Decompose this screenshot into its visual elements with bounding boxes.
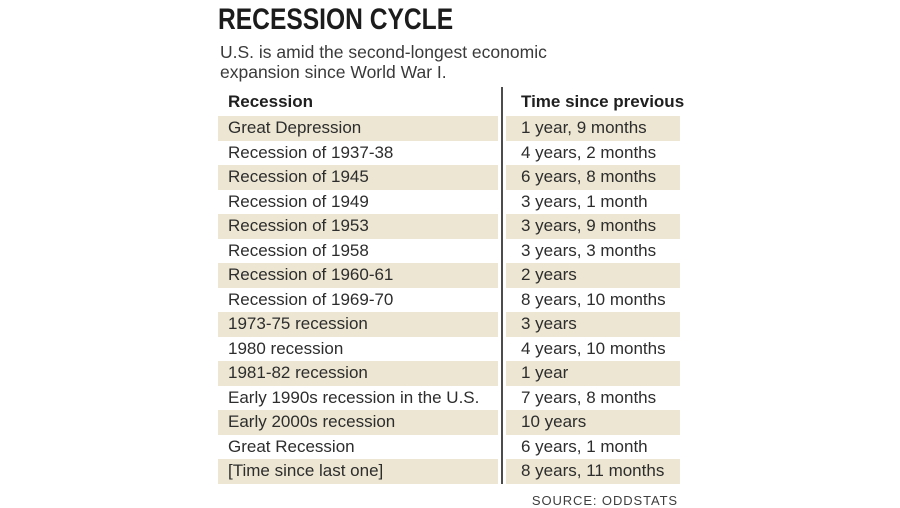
table-row: Early 2000s recession 10 years [218,410,680,435]
time-since-cell: 3 years, 9 months [506,214,680,239]
time-since-cell: 4 years, 10 months [521,338,666,358]
recession-name-cell: 1981-82 recession [218,361,498,386]
time-since-cell: 4 years, 2 months [521,142,657,162]
recession-name-cell: Early 2000s recession [218,410,498,435]
time-since-cell: 8 years, 11 months [506,459,680,484]
table-row: Early 1990s recession in the U.S. 7 year… [218,386,680,411]
table-row: Recession of 1953 3 years, 9 months [218,214,680,239]
chart-subtitle: U.S. is amid the second-longest economic… [220,42,680,82]
recession-name-cell: Great Depression [218,116,498,141]
time-since-cell: 3 years, 1 month [521,191,648,211]
chart-subtitle-line1: U.S. is amid the second-longest economic [220,42,547,62]
recession-name-cell: Recession of 1960-61 [218,263,498,288]
chart-subtitle-line2: expansion since World War I. [220,61,447,82]
table-row: Great Recession 6 years, 1 month [218,435,680,460]
time-since-cell: 1 year [506,361,680,386]
recession-name-cell: Great Recession [228,436,355,456]
time-since-cell: 10 years [506,410,680,435]
recession-name-cell: Recession of 1945 [218,165,498,190]
recession-name-cell: Early 1990s recession in the U.S. [228,387,480,407]
table-row: 1980 recession 4 years, 10 months [218,337,680,362]
recession-table: Recession Time since previous Great Depr… [218,87,684,484]
recession-name-cell: Recession of 1937-38 [228,142,394,162]
chart-title: RECESSION CYCLE [218,3,454,36]
table-row: Recession of 1937-38 4 years, 2 months [218,141,680,166]
recession-name-cell: Recession of 1949 [228,191,369,211]
time-since-cell: 7 years, 8 months [521,387,657,407]
recession-name-cell: 1980 recession [228,338,344,358]
recession-name-cell: 1973-75 recession [218,312,498,337]
recession-name-cell: Recession of 1969-70 [228,289,394,309]
table-row: Recession of 1958 3 years, 3 months [218,239,680,264]
table-row: Great Depression 1 year, 9 months [218,116,680,141]
column-header-time-since-previous: Time since previous [521,91,685,111]
recession-name-cell: Recession of 1953 [218,214,498,239]
table-header-row: Recession Time since previous [218,87,684,116]
time-since-cell: 6 years, 8 months [506,165,680,190]
table-row: Recession of 1960-61 2 years [218,263,680,288]
recession-cycle-figure: RECESSION CYCLE U.S. is amid the second-… [218,3,684,508]
time-since-cell: 1 year, 9 months [506,116,680,141]
table-row: 1981-82 recession 1 year [218,361,680,386]
time-since-cell: 3 years, 3 months [521,240,657,260]
time-since-cell: 8 years, 10 months [521,289,666,309]
table-row: [Time since last one] 8 years, 11 months [218,459,680,484]
time-since-cell: 2 years [506,263,680,288]
source-credit: SOURCE: ODDSTATS [531,492,678,508]
time-since-cell: 3 years [506,312,680,337]
recession-name-cell: [Time since last one] [218,459,498,484]
table-row: Recession of 1945 6 years, 8 months [218,165,680,190]
table-row: Recession of 1949 3 years, 1 month [218,190,680,215]
column-header-recession: Recession [228,91,314,111]
table-row: 1973-75 recession 3 years [218,312,680,337]
time-since-cell: 6 years, 1 month [521,436,648,456]
column-divider-line [501,87,503,484]
table-row: Recession of 1969-70 8 years, 10 months [218,288,680,313]
recession-name-cell: Recession of 1958 [228,240,369,260]
